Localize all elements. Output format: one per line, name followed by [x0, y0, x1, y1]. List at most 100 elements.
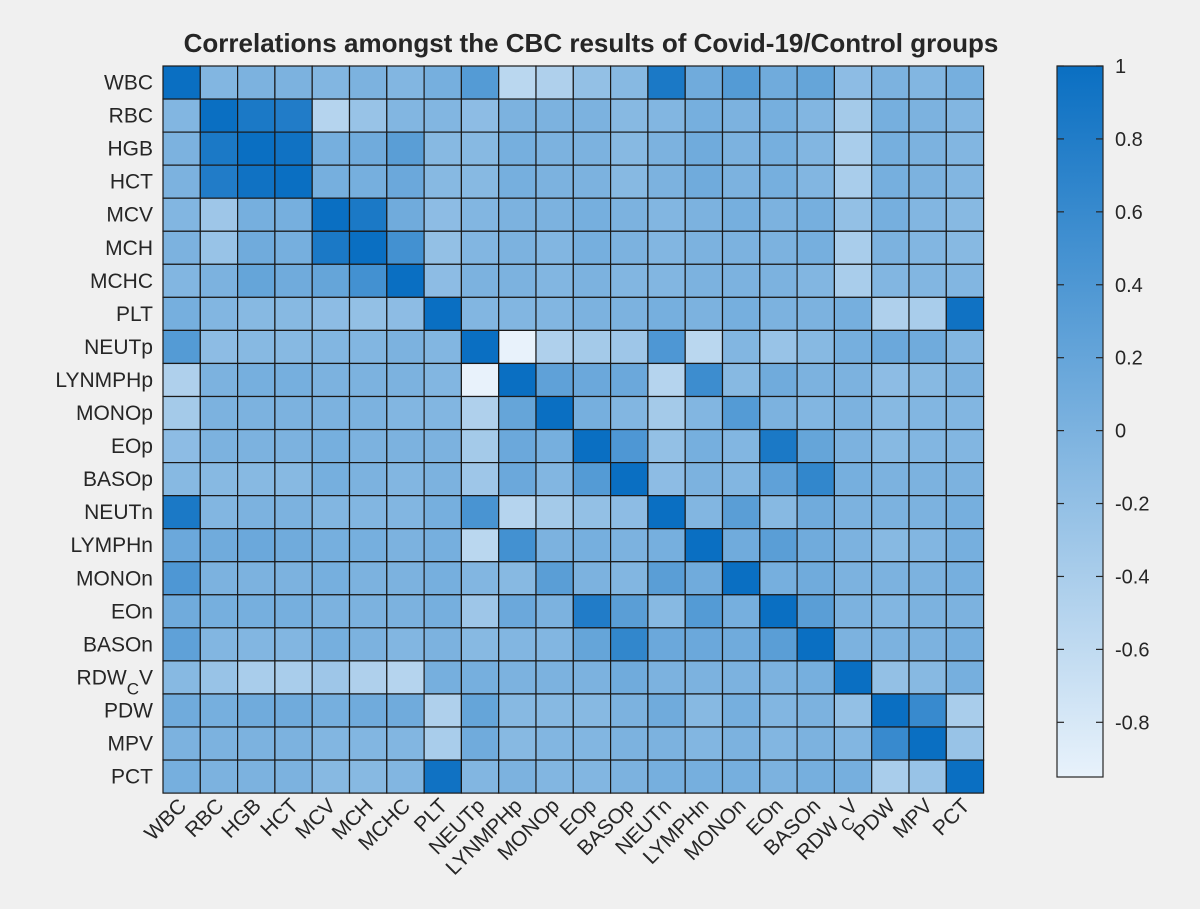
heatmap-cell — [498, 495, 537, 530]
heatmap-cell — [386, 263, 425, 298]
heatmap-cell — [274, 759, 313, 794]
heatmap-cell — [572, 395, 612, 431]
heatmap-cell — [348, 98, 388, 133]
heatmap-cell — [386, 594, 425, 629]
heatmap-cell — [945, 230, 985, 265]
heatmap-cell — [684, 362, 724, 398]
heatmap-cell — [572, 693, 612, 728]
colorbar-tick-label: -0.6 — [1115, 639, 1149, 661]
heatmap-cell — [647, 197, 686, 232]
heatmap-cell — [647, 98, 686, 133]
heatmap-cell — [237, 362, 276, 398]
heatmap-cell — [908, 296, 947, 332]
heatmap-cell — [908, 263, 947, 298]
heatmap-cell — [535, 65, 574, 100]
heatmap-cell — [908, 726, 947, 761]
heatmap-cell — [796, 131, 835, 166]
heatmap-cell — [908, 329, 947, 365]
heatmap-cell — [460, 362, 500, 398]
heatmap-cell — [274, 528, 313, 563]
heatmap-cell — [199, 528, 239, 563]
heatmap-cell — [423, 197, 463, 232]
heatmap-cell — [647, 594, 686, 629]
heatmap-cell — [945, 164, 985, 199]
heatmap-cell — [871, 561, 910, 596]
heatmap-cell — [796, 726, 835, 761]
heatmap-cell — [162, 660, 201, 695]
heatmap-cell — [237, 726, 276, 761]
heatmap-cell — [572, 627, 612, 662]
heatmap-cell — [908, 627, 947, 662]
heatmap-cell — [871, 65, 910, 100]
heatmap-cell — [423, 131, 463, 166]
heatmap-cell — [759, 528, 798, 563]
row-label: LYMPHn — [71, 534, 153, 557]
heatmap-cell — [609, 428, 649, 464]
heatmap-cell — [535, 263, 574, 298]
heatmap-cell — [423, 296, 463, 332]
heatmap-cell — [871, 528, 910, 563]
heatmap-cell — [460, 428, 500, 464]
heatmap-cell — [572, 759, 612, 794]
heatmap-cell — [684, 395, 724, 431]
heatmap-cell — [833, 98, 873, 133]
column-labels: WBCRBCHGBHCTMCVMCHMCHCPLTNEUTpLYNMPHpMON… — [140, 794, 974, 879]
heatmap-cell — [871, 395, 910, 431]
heatmap-cell — [348, 561, 388, 596]
heatmap-cell — [871, 759, 910, 794]
heatmap-cell — [721, 65, 761, 100]
heatmap-cell — [609, 528, 649, 563]
heatmap-cell — [348, 627, 388, 662]
heatmap-cell — [199, 230, 239, 265]
heatmap-cell — [945, 197, 985, 232]
heatmap-cell — [871, 164, 910, 199]
heatmap-cell — [237, 428, 276, 464]
heatmap-cell — [237, 528, 276, 563]
heatmap-cell — [199, 197, 239, 232]
heatmap-cell — [348, 395, 388, 431]
heatmap-cell — [647, 660, 686, 695]
heatmap-cell — [796, 594, 835, 629]
heatmap-cell — [460, 164, 500, 199]
row-label: WBC — [104, 72, 153, 95]
heatmap-cell — [908, 428, 947, 464]
heatmap-cell — [348, 495, 388, 530]
row-label: MCV — [106, 204, 153, 227]
heatmap-cell — [423, 362, 463, 398]
heatmap-cell — [386, 759, 425, 794]
heatmap-cell — [386, 561, 425, 596]
heatmap-cell — [572, 362, 612, 398]
heatmap-cell — [609, 362, 649, 398]
heatmap-cell — [162, 329, 201, 365]
heatmap-cell — [498, 98, 537, 133]
heatmap-cell — [609, 726, 649, 761]
heatmap-cell — [199, 627, 239, 662]
heatmap-cell — [759, 495, 798, 530]
heatmap-cell — [274, 197, 313, 232]
heatmap-cell — [311, 263, 351, 298]
heatmap-cell — [721, 164, 761, 199]
heatmap-cell — [162, 561, 201, 596]
heatmap-cell — [908, 362, 947, 398]
heatmap-cell — [833, 462, 873, 497]
heatmap-cell — [609, 296, 649, 332]
heatmap-cell — [796, 495, 835, 530]
heatmap-cell — [162, 726, 201, 761]
heatmap-cell — [498, 693, 537, 728]
heatmap-cell — [348, 528, 388, 563]
heatmap-cell — [945, 98, 985, 133]
heatmap-cell — [535, 495, 574, 530]
heatmap-cell — [348, 65, 388, 100]
heatmap-cell — [908, 131, 947, 166]
heatmap-cell — [386, 495, 425, 530]
heatmap-cell — [833, 428, 873, 464]
heatmap-cell — [423, 395, 463, 431]
heatmap-cell — [311, 693, 351, 728]
heatmap-cell — [498, 726, 537, 761]
heatmap-cell — [908, 594, 947, 629]
heatmap-cell — [535, 594, 574, 629]
heatmap-cell — [348, 594, 388, 629]
heatmap-cell — [684, 693, 724, 728]
heatmap-cell — [162, 594, 201, 629]
heatmap-cell — [796, 627, 835, 662]
